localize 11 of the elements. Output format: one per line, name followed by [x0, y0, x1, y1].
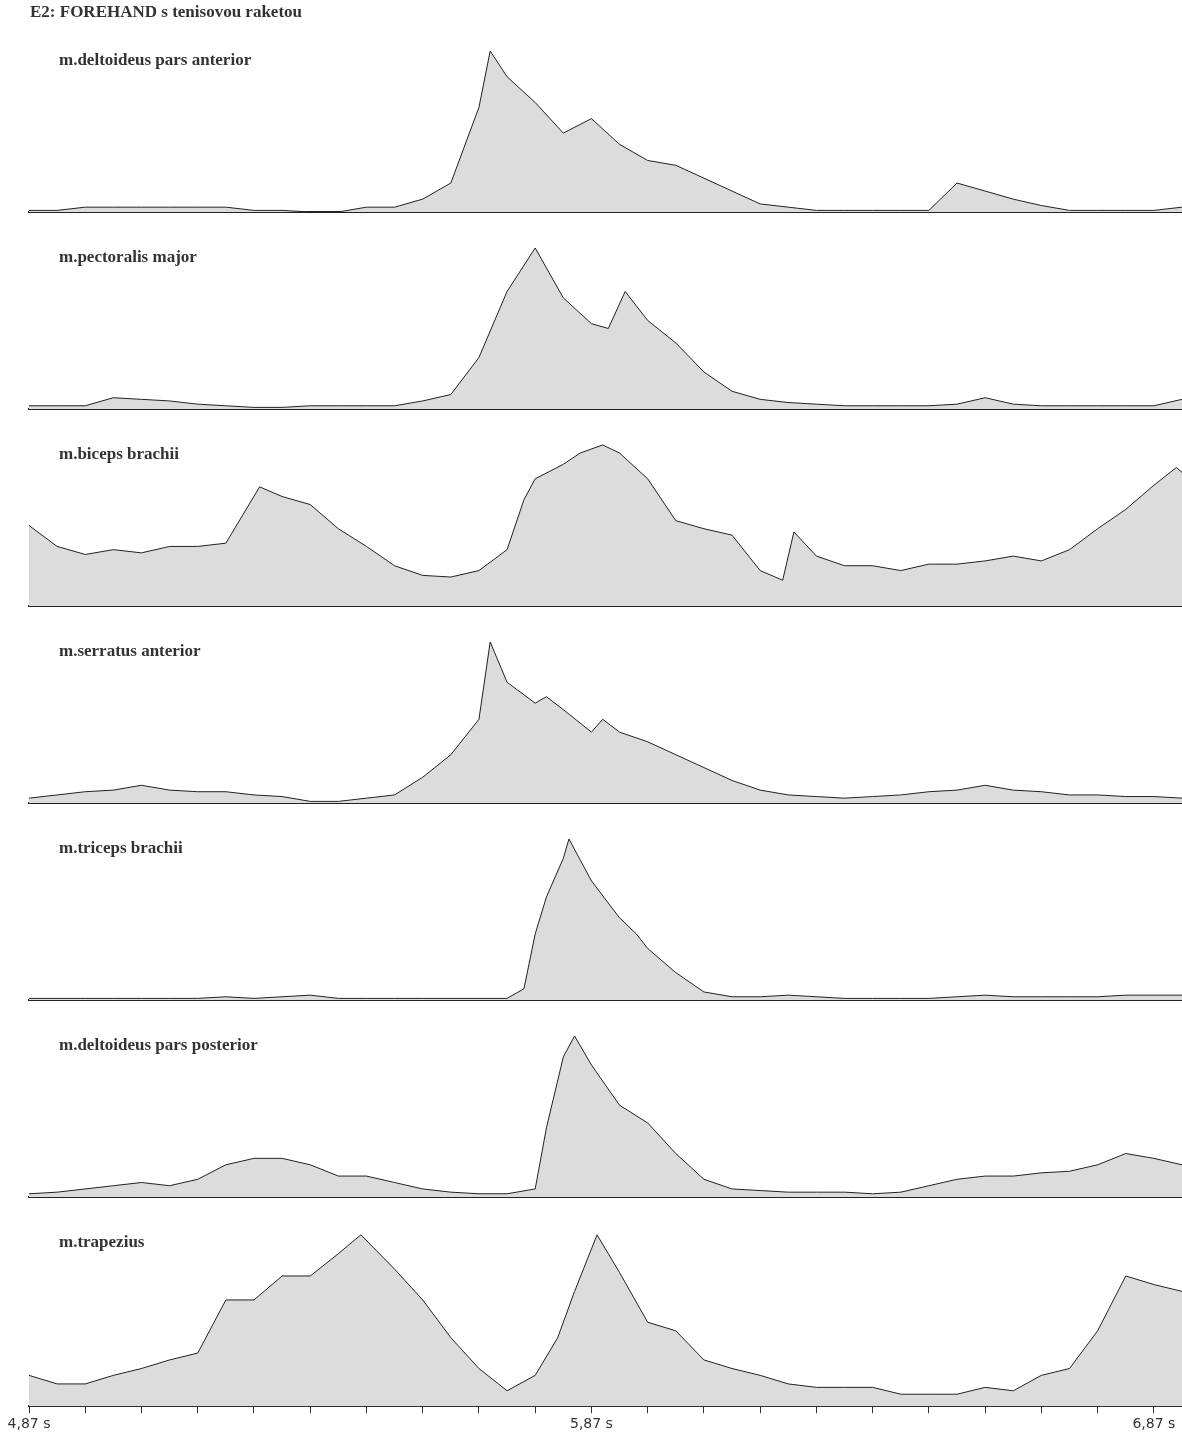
x-tick-label: 6,87 s	[1132, 1415, 1176, 1432]
text: m.deltoideus pars posterior	[59, 1034, 259, 1054]
text: m.pectoralis major	[59, 246, 198, 266]
text: m.trapezius	[59, 1231, 145, 1251]
x-tick-label: 5,87 s	[569, 1415, 613, 1432]
text: m.biceps brachii	[59, 443, 180, 463]
chart-title: E2: FOREHAND s tenisovou raketou	[29, 1, 303, 22]
text: m.triceps brachii	[59, 837, 183, 857]
text: m.serratus anterior	[59, 640, 202, 660]
text: m.deltoideus pars anterior	[59, 49, 252, 69]
x-tick-label: 4,87 s	[7, 1415, 51, 1432]
